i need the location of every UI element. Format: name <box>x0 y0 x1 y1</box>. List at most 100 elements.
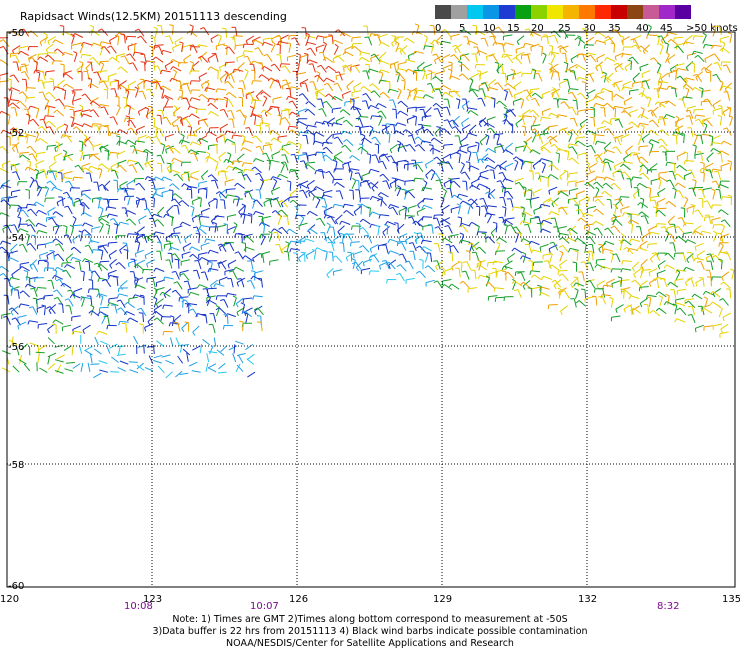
wind-barb-flag <box>462 261 468 263</box>
wind-barb <box>175 271 180 280</box>
wind-barb <box>530 196 540 200</box>
wind-barb <box>198 215 201 225</box>
wind-barb <box>326 77 335 83</box>
wind-barb-flag <box>459 280 464 284</box>
wind-barb-flag <box>28 153 33 156</box>
wind-barb-flag <box>38 91 43 94</box>
wind-barb <box>206 297 211 306</box>
wind-barb <box>521 220 531 225</box>
wind-barb <box>385 244 389 254</box>
wind-barb-flag <box>135 196 140 200</box>
wind-barb <box>58 243 65 252</box>
wind-barb-flag <box>53 156 56 162</box>
wind-barb <box>134 51 144 55</box>
wind-barb-flag <box>52 39 56 44</box>
wind-barb <box>423 186 433 190</box>
wind-barb <box>543 197 552 204</box>
wind-barb-flag <box>0 246 3 250</box>
wind-barb-flag <box>530 70 533 75</box>
wind-barb <box>668 200 677 208</box>
wind-barb-flag <box>594 154 599 157</box>
wind-barb-flag <box>442 188 447 192</box>
wind-barb-flag <box>281 117 286 120</box>
wind-barb-flag <box>11 54 16 57</box>
wind-barb-flag <box>425 75 428 80</box>
wind-barb <box>685 266 695 272</box>
wind-barb-flag <box>115 235 118 240</box>
wind-barb-flag <box>251 114 256 117</box>
color-scale-legend: 0 5 10 15 20 25 30 35 40 45 >50 knots <box>435 5 738 34</box>
wind-barb <box>263 224 266 234</box>
wind-barb <box>13 164 18 173</box>
wind-barb <box>709 169 713 179</box>
wind-barb <box>703 172 705 182</box>
wind-barb <box>14 224 19 234</box>
wind-barb-flag <box>649 142 654 146</box>
wind-barb <box>397 68 407 72</box>
wind-barb-flag <box>665 162 668 167</box>
wind-barb <box>504 260 513 266</box>
wind-barb <box>532 171 534 181</box>
wind-barb <box>494 260 504 264</box>
wind-barb-flag <box>84 244 89 247</box>
wind-barb <box>496 135 500 145</box>
wind-barb <box>533 206 543 211</box>
wind-barb <box>273 137 282 144</box>
wind-barb-flag <box>218 247 222 252</box>
wind-barb <box>531 133 537 143</box>
wind-barb <box>27 109 30 119</box>
wind-barb-flag <box>368 105 372 109</box>
wind-barb-flag <box>254 310 257 315</box>
wind-barb <box>596 181 604 189</box>
wind-barb <box>498 26 505 35</box>
scale-label: 10 <box>483 23 496 34</box>
wind-barb <box>243 297 253 300</box>
wind-barb-flag <box>227 110 232 112</box>
wind-barb <box>447 119 453 128</box>
wind-barb <box>727 91 731 101</box>
wind-barb <box>577 140 586 147</box>
wind-barb-flag <box>170 147 174 151</box>
wind-barb <box>389 238 399 243</box>
wind-barb <box>328 93 336 101</box>
wind-barb-flag <box>354 172 359 174</box>
wind-barb <box>542 108 551 113</box>
wind-barb <box>532 69 542 72</box>
wind-barb <box>180 259 191 263</box>
wind-barb <box>711 142 721 145</box>
wind-barb <box>669 179 675 189</box>
wind-barb <box>198 72 208 78</box>
wind-barb <box>183 273 190 281</box>
wind-barb-flag <box>348 169 353 172</box>
wind-barb <box>685 77 695 81</box>
wind-barb <box>562 273 569 282</box>
wind-barb <box>431 224 434 234</box>
wind-barb-flag <box>522 160 526 165</box>
wind-barb <box>63 151 68 161</box>
wind-barb-flag <box>55 243 60 246</box>
wind-barb <box>342 109 351 116</box>
wind-barb-flag <box>17 325 20 330</box>
wind-barb-flag <box>558 244 563 248</box>
wind-barb-flag <box>282 79 287 82</box>
wind-barb-flag <box>90 270 96 274</box>
wind-barb <box>694 293 703 300</box>
wind-barb-flag <box>387 239 391 244</box>
wind-barb <box>631 224 634 234</box>
wind-barb <box>505 217 515 220</box>
wind-barb-flag <box>690 203 695 206</box>
wind-barb <box>321 169 325 179</box>
wind-barb <box>307 153 317 157</box>
wind-barb <box>366 70 370 80</box>
wind-barb-flag <box>263 202 266 207</box>
wind-barb <box>567 151 570 161</box>
wind-barb-flag <box>232 166 236 171</box>
wind-barb <box>7 295 10 305</box>
wind-barb-flag <box>537 175 541 180</box>
wind-barb <box>11 268 20 276</box>
wind-barb <box>407 90 412 100</box>
wind-barb <box>206 87 216 91</box>
wind-barb-flag <box>96 293 99 298</box>
wind-barb <box>1 196 11 199</box>
wind-barb <box>559 232 569 236</box>
